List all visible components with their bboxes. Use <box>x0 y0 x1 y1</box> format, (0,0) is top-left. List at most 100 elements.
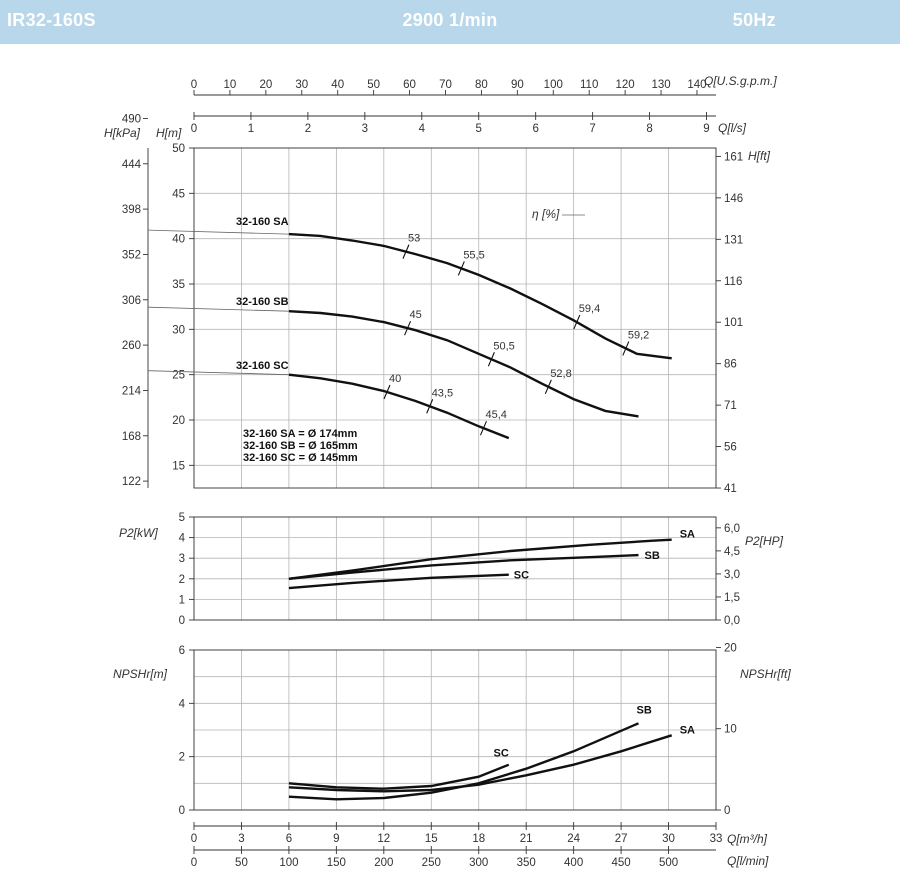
head-ft-tick-label: 86 <box>724 359 737 371</box>
npsh-m-axis-label: NPSHr[m] <box>113 667 168 681</box>
ls-tick-label: 4 <box>419 123 426 135</box>
power-hp-tick-label: 1,5 <box>724 592 740 604</box>
ls-tick-label: 8 <box>646 123 652 135</box>
m3h-tick-label: 21 <box>520 833 533 845</box>
lmin-tick-label: 200 <box>374 857 393 869</box>
head-kpa-tick-label: 214 <box>122 385 142 397</box>
head-curve-leader <box>147 229 289 235</box>
head-curve-leader <box>147 370 289 376</box>
efficiency-mark <box>457 261 465 276</box>
lmin-tick-label: 150 <box>327 857 346 869</box>
lmin-axis-label: Q[l/min] <box>727 854 769 868</box>
usgpm-tick-label: 10 <box>224 79 237 91</box>
head-ft-tick-label: 131 <box>724 234 743 246</box>
head-m-tick-label: 30 <box>172 324 185 336</box>
head-ft-tick-label: 41 <box>724 483 737 495</box>
efficiency-mark <box>573 314 581 330</box>
ls-tick-label: 6 <box>532 123 538 135</box>
npsh-curve-sc <box>288 763 510 790</box>
lmin-tick-label: 400 <box>564 857 583 869</box>
m3h-tick-label: 27 <box>615 833 628 845</box>
pump-speed: 2900 1/min <box>402 10 498 30</box>
head-ft-tick-label: 71 <box>724 400 737 412</box>
power-kw-tick-label: 4 <box>179 533 186 545</box>
usgpm-tick-label: 110 <box>580 79 598 91</box>
power-curve-sa <box>288 538 672 580</box>
usgpm-tick-label: 60 <box>403 79 416 91</box>
impeller-diameter-note: 32-160 SC = Ø 145mm <box>243 452 358 464</box>
ls-axis-label: Q[l/s] <box>718 121 747 135</box>
power-series-label: SB <box>644 550 659 562</box>
power-hp-tick-label: 4,5 <box>724 546 740 558</box>
npsh-ft-tick-label: 10 <box>724 724 737 736</box>
head-curve-leader <box>147 306 289 312</box>
npsh-m-tick-label: 4 <box>179 698 186 710</box>
usgpm-tick-label: 70 <box>439 79 452 91</box>
head-kpa-tick-label: 490 <box>122 113 141 125</box>
head-ft-axis-label: H[ft] <box>748 149 771 163</box>
power-hp-axis-label: P2[HP] <box>745 534 784 548</box>
usgpm-tick-label: 0 <box>191 79 197 91</box>
m3h-tick-label: 6 <box>286 833 292 845</box>
efficiency-mark <box>383 384 391 400</box>
m3h-axis-label: Q[m³/h] <box>727 832 768 846</box>
efficiency-mark-label: 55,5 <box>463 249 484 261</box>
efficiency-label: η [%] <box>532 207 560 221</box>
m3h-tick-label: 0 <box>191 833 197 845</box>
efficiency-mark-label: 53 <box>408 233 420 245</box>
head-ft-tick-label: 101 <box>724 317 743 329</box>
usgpm-tick-label: 50 <box>367 79 380 91</box>
power-kw-tick-label: 0 <box>179 615 185 627</box>
efficiency-mark <box>426 399 434 414</box>
head-plot-frame <box>193 147 717 489</box>
power-kw-tick-label: 2 <box>179 574 185 586</box>
efficiency-mark <box>404 320 412 336</box>
ls-tick-label: 7 <box>589 123 595 135</box>
m3h-tick-label: 12 <box>377 833 390 845</box>
ls-tick-label: 9 <box>703 123 709 135</box>
head-series-label: 32-160 SC <box>236 360 289 372</box>
head-kpa-tick-label: 398 <box>122 204 141 216</box>
usgpm-tick-label: 130 <box>651 79 670 91</box>
m3h-tick-label: 24 <box>567 833 580 845</box>
efficiency-mark-label: 59,2 <box>628 329 649 341</box>
usgpm-tick-label: 140 <box>687 79 706 91</box>
head-m-tick-label: 25 <box>172 370 185 382</box>
npsh-curve-sb <box>288 722 639 801</box>
m3h-tick-label: 18 <box>472 833 485 845</box>
efficiency-mark-label: 59,4 <box>579 303 600 315</box>
head-curve-sb <box>288 310 639 418</box>
ls-tick-label: 0 <box>191 123 197 135</box>
efficiency-mark-label: 40 <box>389 373 401 385</box>
efficiency-mark <box>544 379 552 395</box>
m3h-tick-label: 3 <box>238 833 244 845</box>
ls-tick-label: 3 <box>362 123 368 135</box>
header-bar: IR32-160S 2900 1/min 50Hz <box>0 0 900 44</box>
head-m-axis-label: H[m] <box>156 126 182 140</box>
usgpm-tick-label: 40 <box>331 79 344 91</box>
lmin-tick-label: 450 <box>611 857 630 869</box>
efficiency-mark <box>479 420 487 436</box>
npsh-m-tick-label: 2 <box>179 752 185 764</box>
head-kpa-tick-label: 444 <box>122 159 142 171</box>
head-ft-tick-label: 56 <box>724 442 737 454</box>
npsh-series-label: SC <box>494 748 509 760</box>
head-kpa-tick-label: 168 <box>122 431 141 443</box>
impeller-diameter-note: 32-160 SA = Ø 174mm <box>243 428 357 440</box>
npsh-m-tick-label: 0 <box>179 805 185 817</box>
impeller-diameter-note: 32-160 SB = Ø 165mm <box>243 440 358 452</box>
usgpm-tick-label: 100 <box>544 79 563 91</box>
power-kw-tick-label: 5 <box>179 512 185 524</box>
efficiency-mark-label: 50,5 <box>493 340 514 352</box>
head-series-label: 32-160 SB <box>236 296 289 308</box>
head-kpa-axis-label: H[kPa] <box>104 126 141 140</box>
power-plot-frame <box>193 516 717 621</box>
usgpm-tick-label: 30 <box>295 79 308 91</box>
efficiency-mark <box>402 244 410 259</box>
power-curve-sc <box>288 573 509 590</box>
head-m-tick-label: 35 <box>172 279 185 291</box>
head-m-tick-label: 20 <box>172 415 185 427</box>
npsh-plot-frame <box>193 649 717 811</box>
lmin-tick-label: 300 <box>469 857 488 869</box>
lmin-tick-label: 50 <box>235 857 248 869</box>
